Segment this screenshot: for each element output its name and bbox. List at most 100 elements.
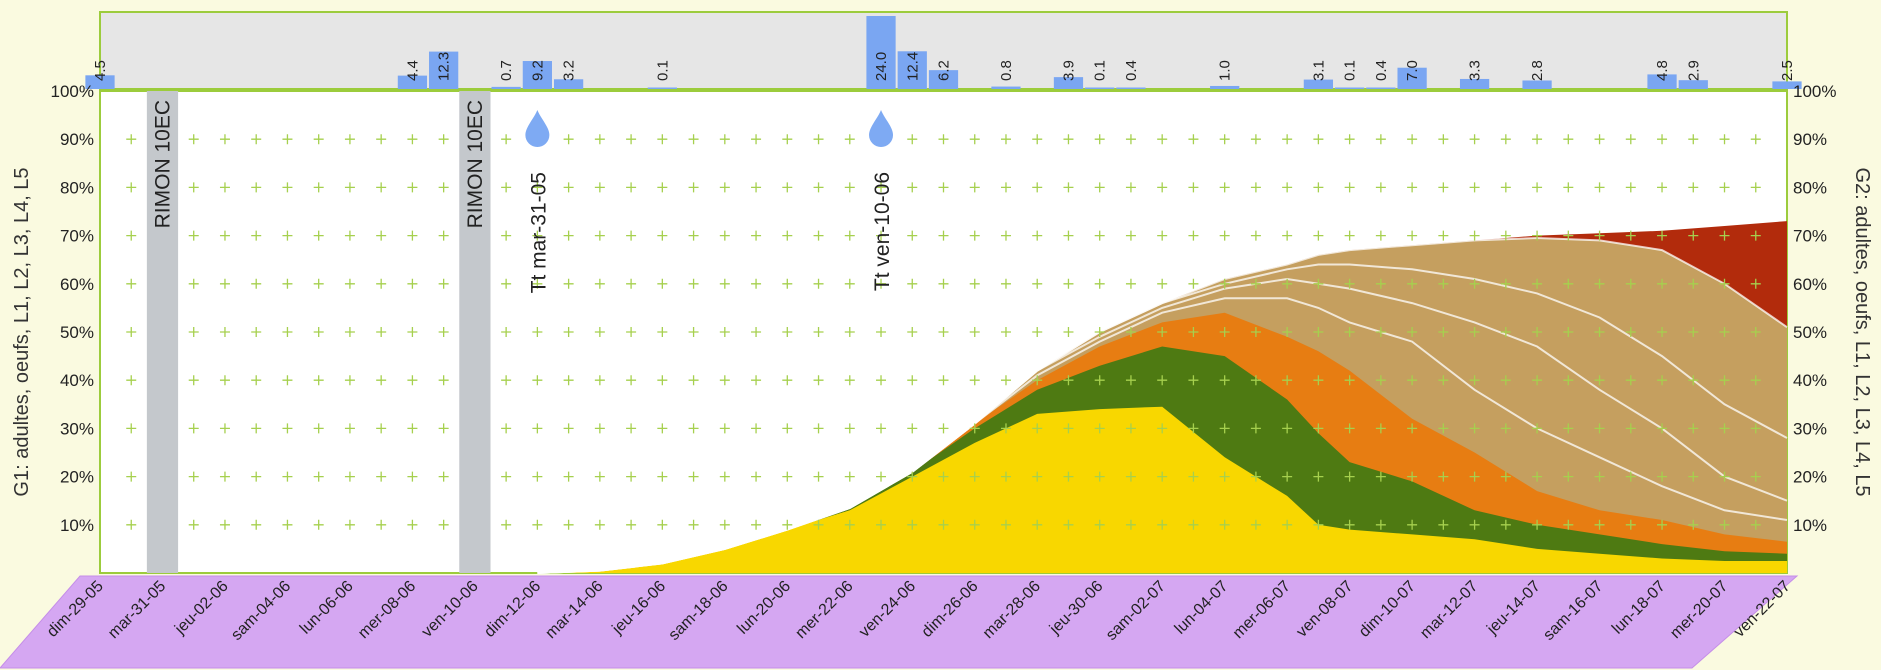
rainfall-bar: [553, 79, 584, 89]
grid-cross: [876, 471, 887, 482]
grid-cross: [1469, 471, 1480, 482]
rainfall-bar: [1459, 78, 1490, 89]
grid-cross: [1188, 327, 1199, 337]
grid-cross: [1157, 278, 1168, 289]
y-tick-right: 10%: [1793, 516, 1827, 535]
grid-cross: [719, 375, 730, 386]
grid-cross: [1438, 182, 1449, 193]
grid-cross: [344, 182, 355, 193]
grid-cross: [313, 134, 324, 145]
grid-cross: [1094, 134, 1105, 145]
grid-cross: [626, 375, 637, 386]
grid-cross: [1219, 230, 1230, 241]
grid-cross: [813, 375, 824, 386]
grid-cross: [1000, 230, 1011, 241]
grid-cross: [126, 134, 137, 145]
rainfall-value: 0.1: [1342, 60, 1359, 81]
grid-cross: [688, 134, 699, 145]
grid-cross: [1125, 375, 1136, 386]
grid-cross: [1219, 134, 1230, 145]
grid-cross: [1594, 230, 1605, 241]
grid-cross: [1375, 471, 1386, 482]
grid-cross: [407, 278, 418, 289]
grid-cross: [657, 278, 668, 289]
grid-cross: [938, 423, 949, 434]
grid-cross: [1282, 423, 1293, 434]
rainfall-bar: [397, 75, 428, 89]
grid-cross: [1094, 375, 1105, 386]
grid-cross: [813, 134, 824, 145]
grid-cross: [1282, 134, 1293, 145]
grid-cross: [501, 230, 512, 241]
grid-cross: [813, 519, 824, 530]
grid-cross: [126, 519, 137, 530]
grid-cross: [376, 134, 387, 145]
y-tick-right: 80%: [1793, 178, 1827, 197]
rainfall-value: 0.8: [998, 60, 1015, 81]
grid-cross: [1032, 278, 1043, 289]
grid-cross: [657, 375, 668, 386]
grid-cross: [1532, 375, 1543, 386]
grid-cross: [813, 327, 824, 337]
grid-cross: [594, 375, 605, 386]
grid-cross: [501, 134, 512, 145]
grid-cross: [1344, 182, 1355, 193]
grid-cross: [1625, 519, 1636, 530]
grid-cross: [1438, 327, 1449, 337]
grid-cross: [876, 327, 887, 337]
grid-cross: [1750, 375, 1761, 386]
grid-cross: [532, 471, 543, 482]
grid-cross: [1282, 278, 1293, 289]
grid-cross: [1344, 327, 1355, 337]
grid-cross: [563, 327, 574, 337]
grid-cross: [844, 471, 855, 482]
grid-cross: [938, 327, 949, 337]
rainfall-value: 3.9: [1060, 60, 1077, 81]
rainfall-value: 1.0: [1217, 60, 1234, 81]
grid-cross: [594, 182, 605, 193]
rainfall-bar: [897, 51, 927, 89]
grid-cross: [657, 230, 668, 241]
grid-cross: [594, 519, 605, 530]
x-axis-band: [0, 575, 1799, 669]
grid-cross: [376, 278, 387, 289]
grid-cross: [282, 327, 293, 337]
grid-cross: [1032, 519, 1043, 530]
grid-cross: [376, 519, 387, 530]
grid-cross: [251, 182, 262, 193]
grid-cross: [1188, 134, 1199, 145]
grid-cross: [1313, 278, 1324, 289]
treatment-label: RIMON 10EC: [151, 100, 174, 228]
rainfall-value: 7.0: [1404, 60, 1421, 81]
grid-cross: [907, 182, 918, 193]
rainfall-value: 2.9: [1685, 60, 1702, 81]
grid-cross: [1438, 471, 1449, 482]
grid-cross: [1594, 134, 1605, 145]
grid-cross: [1157, 327, 1168, 337]
grid-cross: [501, 278, 512, 289]
grid-cross: [1094, 519, 1105, 530]
grid-cross: [938, 134, 949, 145]
grid-cross: [563, 182, 574, 193]
grid-cross: [282, 182, 293, 193]
grid-cross: [1250, 327, 1261, 337]
grid-cross: [407, 230, 418, 241]
grid-cross: [1500, 375, 1511, 386]
grid-cross: [438, 327, 449, 337]
grid-cross: [1375, 230, 1386, 241]
grid-cross: [1500, 327, 1511, 337]
rainfall-value: 0.4: [1373, 60, 1390, 81]
grid-cross: [344, 278, 355, 289]
grid-cross: [751, 134, 762, 145]
grid-cross: [1500, 471, 1511, 482]
grid-cross: [719, 230, 730, 241]
grid-cross: [188, 471, 199, 482]
grid-cross: [1000, 471, 1011, 482]
grid-cross: [344, 134, 355, 145]
grid-cross: [376, 230, 387, 241]
grid-cross: [1094, 230, 1105, 241]
rainfall-bar: [1366, 87, 1396, 89]
grid-cross: [219, 375, 230, 386]
grid-cross: [1750, 519, 1761, 530]
grid-cross: [1063, 375, 1074, 386]
